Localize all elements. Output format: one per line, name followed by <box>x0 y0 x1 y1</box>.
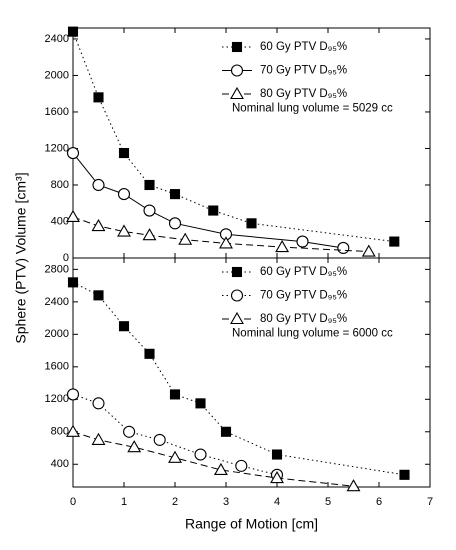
series-line <box>72 431 354 487</box>
marker <box>219 236 233 249</box>
marker <box>168 450 182 463</box>
annotation: Nominal lung volume = 5029 cc <box>232 103 393 115</box>
y-axis-label: Sphere (PTV) Volume [cm³] <box>13 172 29 343</box>
legend-marker <box>231 41 243 53</box>
legend-marker <box>230 86 244 100</box>
marker <box>66 146 80 160</box>
y-tick-label: 400 <box>51 215 69 227</box>
marker <box>117 188 131 201</box>
x-tick-label: 4 <box>274 496 280 508</box>
marker <box>275 239 290 253</box>
marker <box>270 470 284 484</box>
marker <box>91 432 106 445</box>
marker <box>194 448 207 461</box>
marker <box>271 449 283 460</box>
legend-label: 60 Gy PTV D₉₅% <box>260 41 347 53</box>
marker <box>346 479 361 492</box>
y-tick-label: 1200 <box>45 393 69 405</box>
marker <box>169 389 181 400</box>
marker <box>246 218 257 229</box>
marker <box>178 232 193 245</box>
plot-frame <box>72 257 431 488</box>
marker <box>92 397 105 410</box>
x-tick-label: 2 <box>172 496 178 508</box>
marker <box>296 235 309 248</box>
y-tick-label: 2000 <box>45 328 69 340</box>
legend-label: 70 Gy PTV D₉₅% <box>260 65 347 77</box>
marker <box>67 277 79 288</box>
x-tick-label: 1 <box>121 496 127 508</box>
annotation: Nominal lung volume = 6000 cc <box>232 328 393 340</box>
marker <box>195 398 206 409</box>
marker <box>118 147 130 159</box>
marker <box>337 241 350 255</box>
y-tick-label: 1600 <box>45 106 69 118</box>
y-tick-label: 400 <box>51 458 69 470</box>
marker <box>208 205 219 216</box>
marker <box>117 224 131 237</box>
marker <box>220 426 232 437</box>
marker <box>92 178 105 192</box>
marker <box>66 424 80 437</box>
x-tick-label: 6 <box>376 496 382 508</box>
marker <box>235 459 248 472</box>
marker <box>142 228 157 241</box>
marker <box>66 209 80 222</box>
x-tick-label: 0 <box>70 496 76 508</box>
series-line <box>72 152 344 249</box>
y-tick-label: 800 <box>51 179 69 191</box>
legend-label: 70 Gy PTV D₉₅% <box>260 290 347 302</box>
y-tick-label: 0 <box>63 252 69 264</box>
marker <box>389 236 400 247</box>
series-line <box>72 31 395 243</box>
legend-marker <box>231 266 243 278</box>
marker <box>168 217 182 230</box>
marker <box>66 388 80 401</box>
y-tick-label: 800 <box>51 426 69 438</box>
marker <box>399 469 410 480</box>
marker <box>118 321 130 332</box>
marker <box>143 204 156 217</box>
x-tick-label: 5 <box>325 496 331 508</box>
x-tick-label: 3 <box>223 496 229 508</box>
marker <box>169 189 181 200</box>
y-tick-label: 2000 <box>45 69 69 81</box>
y-tick-label: 2400 <box>45 33 69 45</box>
marker <box>93 290 104 301</box>
legend-label: 80 Gy PTV D₉₅% <box>260 88 347 100</box>
marker <box>361 244 376 257</box>
marker <box>127 440 142 453</box>
series-line <box>72 281 405 476</box>
y-tick-label: 1600 <box>45 361 69 373</box>
marker <box>213 462 228 475</box>
x-tick-label: 7 <box>427 496 433 508</box>
marker <box>67 26 79 37</box>
marker <box>93 92 104 103</box>
marker <box>144 348 155 359</box>
legend-label: 80 Gy PTV D₉₅% <box>260 313 347 325</box>
marker <box>153 433 166 446</box>
x-axis-label: Range of Motion [cm] <box>185 516 318 532</box>
series-line <box>72 216 369 253</box>
y-tick-label: 2400 <box>45 296 69 308</box>
y-tick-label: 2800 <box>45 263 69 275</box>
marker <box>91 218 106 232</box>
y-tick-label: 1200 <box>45 142 69 154</box>
legend-marker <box>230 311 244 325</box>
legend-marker <box>230 289 244 302</box>
legend-marker <box>230 64 244 77</box>
legend-label: 60 Gy PTV D₉₅% <box>260 266 347 278</box>
marker <box>144 179 155 191</box>
marker <box>123 425 136 438</box>
